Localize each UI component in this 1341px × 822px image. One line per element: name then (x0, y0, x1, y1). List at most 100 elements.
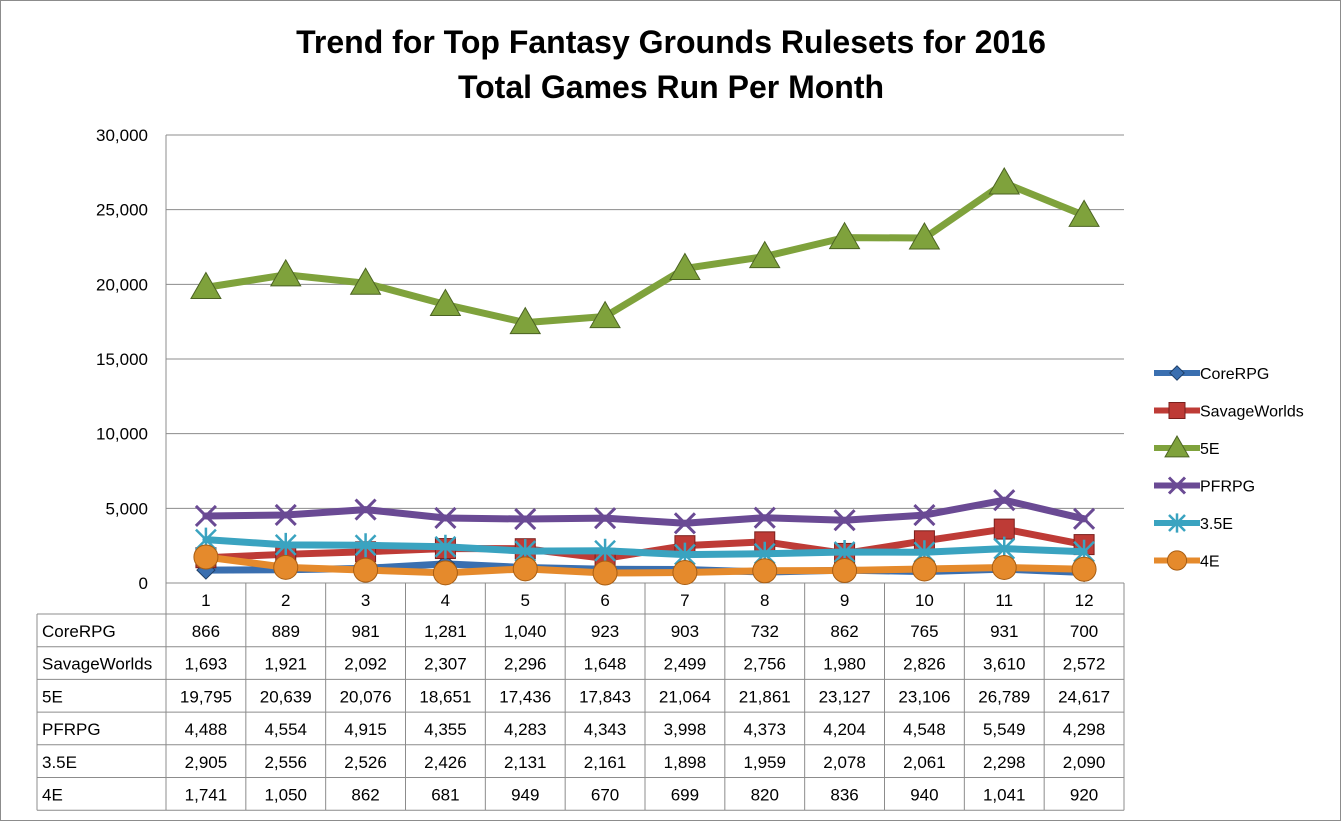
series-lines (190, 166, 1100, 586)
table-cell: 1,041 (983, 786, 1026, 805)
table-cell: 2,756 (743, 655, 786, 674)
table-cell: 2,298 (983, 753, 1026, 772)
table-cell: 2,426 (424, 753, 467, 772)
legend-marker (1167, 476, 1187, 495)
y-tick-label: 0 (139, 574, 148, 593)
table-cell: 1,040 (504, 622, 547, 641)
legend-entry: 5E (1154, 435, 1220, 458)
table-cell: 981 (351, 622, 379, 641)
table-cell: 1,648 (584, 655, 627, 674)
table-cell: 889 (272, 622, 300, 641)
x-tick-label: 6 (600, 591, 609, 610)
legend-marker (1168, 402, 1186, 419)
table-cell: 2,061 (903, 753, 946, 772)
x-tick-label: 7 (680, 591, 689, 610)
table-cell: 1,898 (664, 753, 707, 772)
x-tick-label: 1 (201, 591, 210, 610)
table-row-label: 3.5E (42, 753, 77, 772)
table-cell: 765 (910, 622, 938, 641)
data-point (434, 534, 457, 559)
table-cell: 862 (351, 786, 379, 805)
table-cell: 3,998 (664, 720, 707, 739)
table-cell: 1,741 (185, 786, 228, 805)
table-cell: 21,064 (659, 687, 711, 706)
y-axis-ticks: 0 5,000 10,000 15,000 20,000 25,000 30,000 (96, 126, 148, 593)
table-cell: 1,050 (264, 786, 307, 805)
data-point (988, 166, 1021, 195)
table-cell: 2,826 (903, 655, 946, 674)
y-tick-label: 5,000 (105, 499, 148, 518)
data-point (594, 538, 616, 563)
data-point (432, 560, 458, 586)
x-tick-label: 9 (840, 591, 849, 610)
table-cell: 24,617 (1058, 687, 1110, 706)
table-cell: 2,296 (504, 655, 547, 674)
chart-title: Trend for Top Fantasy Grounds Rulesets f… (296, 24, 1046, 60)
data-point (753, 506, 776, 529)
data-point (509, 306, 542, 335)
y-tick-label: 20,000 (96, 275, 148, 294)
legend-entry: 4E (1154, 550, 1220, 571)
table-cell: 670 (591, 786, 619, 805)
y-tick-label: 10,000 (96, 425, 148, 444)
table-cell: 1,693 (185, 655, 228, 674)
legend-label: SavageWorlds (1200, 404, 1304, 421)
data-point (752, 558, 778, 584)
table-cell: 923 (591, 622, 619, 641)
table-cell: 699 (671, 786, 699, 805)
data-point (828, 221, 861, 250)
data-point (349, 267, 382, 295)
table-cell: 5,549 (983, 720, 1026, 739)
data-point (911, 556, 937, 582)
series-line (202, 496, 1088, 527)
x-tick-label: 5 (521, 591, 530, 610)
x-tick-label: 10 (915, 591, 934, 610)
legend-entry: SavageWorlds (1154, 402, 1304, 421)
x-tick-label: 8 (760, 591, 769, 610)
table-cell: 4,343 (584, 720, 627, 739)
table-cell: 820 (751, 786, 779, 805)
table-cell: 836 (830, 786, 858, 805)
table-cell: 2,905 (185, 753, 228, 772)
table-cell: 2,078 (823, 753, 866, 772)
legend-marker (1164, 435, 1190, 458)
data-point (512, 556, 538, 582)
table-cell: 23,106 (898, 687, 950, 706)
table-cell: 2,307 (424, 655, 467, 674)
legend-label: PFRPG (1200, 479, 1255, 496)
table-cell: 2,090 (1063, 753, 1106, 772)
table-cell: 862 (830, 622, 858, 641)
data-point (353, 557, 379, 583)
legend-label: 4E (1200, 554, 1220, 571)
data-point (993, 489, 1016, 512)
table-cell: 920 (1070, 786, 1098, 805)
table-row-label: 5E (42, 687, 63, 706)
data-point (354, 498, 377, 521)
legend-marker (1166, 550, 1188, 571)
table-cell: 21,861 (739, 687, 791, 706)
series-line (202, 553, 1088, 577)
data-point (193, 544, 219, 570)
data-point (913, 504, 936, 527)
table-cell: 19,795 (180, 687, 232, 706)
data-point (514, 507, 537, 531)
table-cell: 4,554 (264, 720, 307, 739)
table-cell: 26,789 (978, 687, 1030, 706)
table-cell: 1,980 (823, 655, 866, 674)
table-cell: 949 (511, 786, 539, 805)
data-point (269, 258, 302, 287)
legend-label: CoreRPG (1200, 366, 1269, 383)
data-point (672, 560, 698, 586)
data-point (1068, 199, 1100, 227)
table-cell: 4,373 (743, 720, 786, 739)
table-cell: 4,298 (1063, 720, 1106, 739)
table-cell: 4,355 (424, 720, 467, 739)
legend-entry: PFRPG (1154, 476, 1255, 496)
x-tick-label: 11 (995, 591, 1013, 610)
table-cell: 4,548 (903, 720, 946, 739)
table-cell: 1,281 (424, 622, 467, 641)
data-point (748, 240, 781, 269)
table-cell: 700 (1070, 622, 1098, 641)
